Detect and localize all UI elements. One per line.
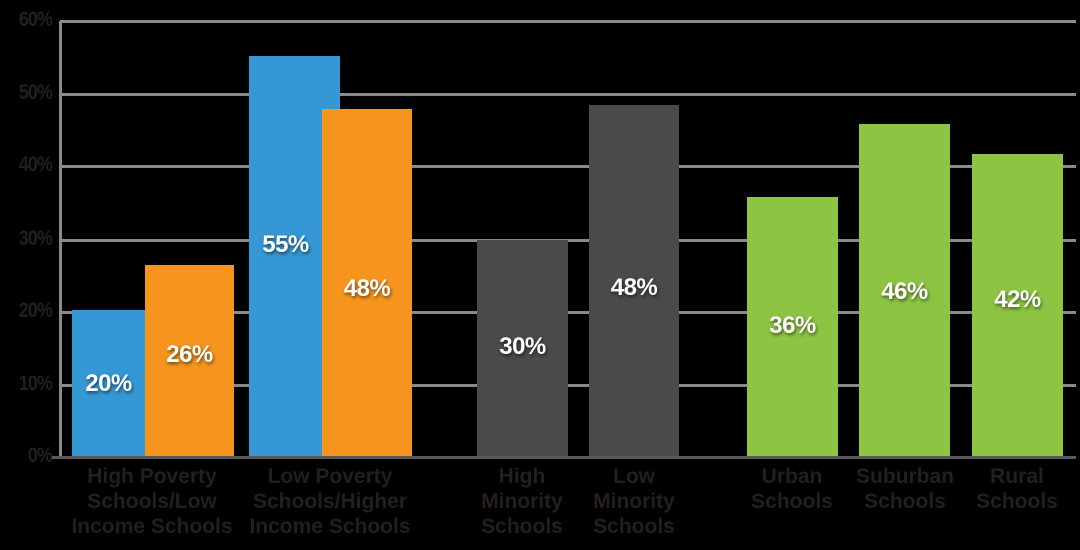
bar-value-label: 55% bbox=[262, 231, 309, 258]
category-label: Suburban Schools bbox=[856, 465, 954, 513]
gridline-30 bbox=[60, 239, 1076, 242]
gridline-50 bbox=[60, 93, 1076, 96]
gridline-60 bbox=[60, 20, 1076, 23]
category-label: Low Poverty Schools/Higher Income School… bbox=[249, 465, 411, 538]
y-tick-label: 10% bbox=[18, 372, 53, 395]
category-label: High Minority Schools bbox=[481, 465, 563, 538]
bar-value-label: 46% bbox=[881, 278, 928, 305]
y-tick-label: 40% bbox=[18, 153, 53, 176]
category-label: Rural Schools bbox=[976, 465, 1058, 513]
bar-value-label: 20% bbox=[85, 370, 132, 397]
gridline-40 bbox=[60, 165, 1076, 168]
category-label: High Poverty Schools/Low Income Schools bbox=[71, 465, 233, 538]
bar-value-label: 36% bbox=[769, 312, 816, 339]
y-tick-label: 60% bbox=[18, 8, 53, 31]
x-axis-line bbox=[52, 456, 1076, 459]
bar-value-label: 26% bbox=[166, 341, 213, 368]
bar-urban: 36% bbox=[747, 197, 838, 457]
bar-value-label: 42% bbox=[994, 286, 1041, 313]
bar-high-poverty-orange: 26% bbox=[145, 265, 234, 457]
y-tick-label: 30% bbox=[18, 227, 53, 250]
category-label: Low Minority Schools bbox=[593, 465, 675, 538]
gridline-20 bbox=[60, 311, 1076, 314]
bar-high-minority: 30% bbox=[477, 240, 568, 457]
y-tick-label: 0% bbox=[27, 444, 53, 467]
category-label: Urban Schools bbox=[751, 465, 833, 513]
bar-value-label: 48% bbox=[610, 274, 658, 301]
bar-low-minority: 48% bbox=[589, 105, 679, 457]
bar-high-poverty-blue: 20% bbox=[72, 310, 145, 457]
bar-low-poverty-orange: 48% bbox=[322, 109, 412, 457]
y-tick-label: 50% bbox=[18, 81, 53, 104]
y-axis-line bbox=[59, 21, 62, 459]
bar-value-label: 30% bbox=[499, 333, 546, 360]
gridline-10 bbox=[60, 384, 1076, 387]
bar-rural: 42% bbox=[972, 154, 1063, 457]
y-tick-label: 20% bbox=[18, 299, 53, 322]
bar-value-label: 48% bbox=[343, 275, 391, 302]
bar-suburban: 46% bbox=[859, 124, 950, 457]
